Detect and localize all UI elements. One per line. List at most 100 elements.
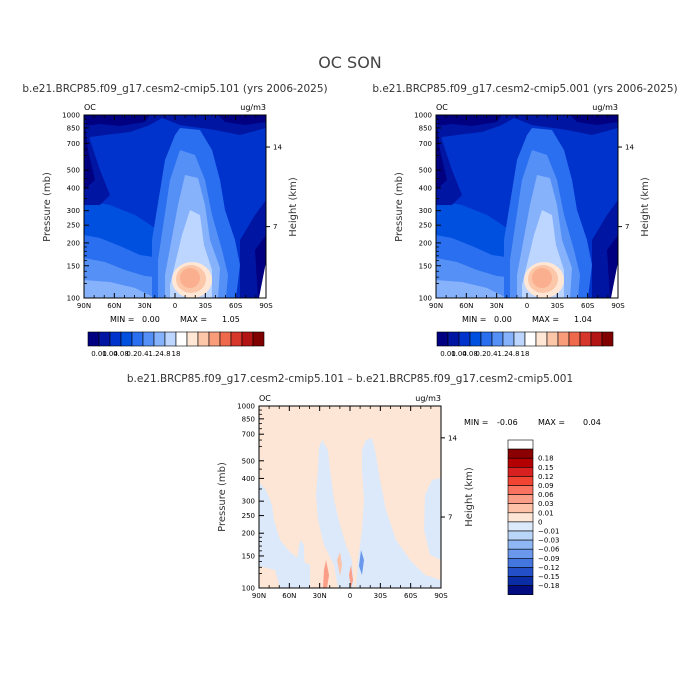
left-panel-title: b.e21.BRCP85.f09_g17.cesm2-cmip5.101 (yr…: [22, 83, 327, 95]
pressure-tick-label: 250: [242, 512, 255, 520]
colorbar-swatch: [535, 331, 548, 347]
right-min-label: MIN =: [462, 315, 487, 324]
left-y-axis-label: Pressure (mb): [42, 172, 53, 242]
pressure-tick-label: 150: [419, 262, 432, 270]
colorbar-label: 18: [521, 350, 530, 358]
height-tick-label: 7: [625, 223, 629, 231]
colorbar-swatch: [513, 331, 526, 347]
colorbar-swatch: [436, 331, 449, 347]
latitude-tick-label: 90N: [77, 302, 91, 310]
pressure-tick-label: 850: [67, 124, 80, 132]
diff-max-label: MAX =: [538, 418, 565, 427]
difference-contour-field: [259, 406, 441, 588]
pressure-tick-label: 100: [419, 295, 432, 303]
colorbar-swatch: [109, 331, 122, 347]
right-max-value: 1.04: [574, 315, 592, 324]
colorbar-swatch: [480, 331, 493, 347]
colorbar-swatch: [175, 331, 188, 347]
colorbar-label: 0.04: [451, 350, 467, 358]
colorbar-swatch: [507, 548, 534, 559]
colorbar-label: 0.06: [538, 491, 554, 499]
left-min-value: 0.00: [142, 315, 160, 324]
latitude-tick-label: 30N: [313, 592, 327, 600]
latitude-tick-label: 30S: [551, 302, 565, 310]
latitude-tick-label: 0: [525, 302, 529, 310]
pressure-tick-label: 700: [419, 140, 432, 148]
latitude-tick-label: 60S: [404, 592, 418, 600]
left-corner-units: ug/m3: [240, 103, 266, 112]
diff-min-value: -0.06: [497, 418, 518, 427]
pressure-tick-label: 250: [419, 222, 432, 230]
left-y2-axis-label: Height (km): [288, 177, 299, 237]
pressure-tick-label: 850: [419, 124, 432, 132]
colorbar-swatch: [230, 331, 243, 347]
colorbar-swatch: [447, 331, 460, 347]
diff-corner-units: ug/m3: [415, 394, 441, 403]
colorbar-label: −0.03: [538, 537, 559, 545]
pressure-tick-label: 100: [242, 585, 255, 593]
colorbar-label: 0.12: [538, 473, 554, 481]
colorbar-label: −0.09: [538, 555, 559, 563]
right-y-axis-label: Pressure (mb): [394, 172, 405, 242]
latitude-tick-label: 90S: [611, 302, 625, 310]
latitude-tick-label: 60S: [581, 302, 595, 310]
colorbar-label: 0.09: [538, 482, 554, 490]
colorbar-swatch: [98, 331, 111, 347]
pressure-tick-label: 400: [242, 475, 255, 483]
height-tick-label: 14: [448, 434, 457, 442]
colorbar-swatch: [507, 485, 534, 495]
left-panel: b.e21.BRCP85.f09_g17.cesm2-cmip5.101 (yr…: [22, 83, 327, 358]
left-max-label: MAX =: [180, 315, 207, 324]
right-colorbar: 0.010.040.080.2 0.4 1.2 4.8 18: [436, 331, 614, 358]
left-contour-field: [84, 115, 266, 298]
colorbar-swatch: [579, 331, 592, 347]
diff-min-label: MIN =: [464, 418, 489, 427]
colorbar-label: 0.04: [102, 350, 118, 358]
pressure-tick-label: 300: [242, 498, 255, 506]
figure-title: OC SON: [318, 53, 382, 72]
latitude-tick-label: 0: [348, 592, 352, 600]
colorbar-swatch: [507, 476, 534, 486]
colorbar-label: 0: [538, 518, 542, 526]
colorbar-swatch: [131, 331, 144, 347]
diff-y2-axis-label: Height (km): [464, 467, 475, 527]
left-max-value: 1.05: [222, 315, 240, 324]
colorbar-label: 0.01: [440, 350, 456, 358]
colorbar-swatch: [507, 539, 534, 550]
height-tick-label: 14: [625, 144, 634, 152]
pressure-tick-label: 200: [419, 239, 432, 247]
colorbar-swatch: [507, 585, 534, 595]
colorbar-label: 0.03: [538, 500, 554, 508]
latitude-tick-label: 30S: [199, 302, 213, 310]
right-max-label: MAX =: [532, 315, 559, 324]
left-corner-variable: OC: [84, 103, 96, 112]
colorbar-label: 1.2: [148, 350, 159, 358]
colorbar-swatch: [87, 331, 100, 347]
colorbar-label: 0.08: [113, 350, 129, 358]
right-min-value: 0.00: [494, 315, 512, 324]
pressure-tick-label: 700: [67, 140, 80, 148]
pressure-tick-label: 300: [67, 207, 80, 215]
pressure-tick-label: 1000: [237, 403, 255, 411]
colorbar-swatch: [469, 331, 482, 347]
colorbar-label: 1.2: [497, 350, 508, 358]
diff-corner-variable: OC: [259, 394, 271, 403]
latitude-tick-label: 90S: [259, 302, 273, 310]
left-axis-ticks: 100 150 200 250 300 400 500 700 850 1000 14 7 90N 60N…: [62, 112, 282, 311]
colorbar-label: 0.18: [538, 455, 554, 463]
colorbar-swatch: [546, 331, 559, 347]
colorbar-swatch: [164, 331, 177, 347]
colorbar-swatch: [142, 331, 155, 347]
colorbar-swatch: [120, 331, 133, 347]
colorbar-label: −0.12: [538, 564, 559, 572]
colorbar-swatch: [458, 331, 471, 347]
latitude-tick-label: 90N: [429, 302, 443, 310]
colorbar-swatch: [491, 331, 504, 347]
colorbar-swatch: [507, 512, 534, 523]
pressure-tick-label: 400: [419, 184, 432, 192]
latitude-tick-label: 30N: [138, 302, 152, 310]
colorbar-swatch: [507, 521, 534, 532]
colorbar-label: −0.01: [538, 528, 559, 536]
colorbar-label: 0.15: [538, 464, 554, 472]
